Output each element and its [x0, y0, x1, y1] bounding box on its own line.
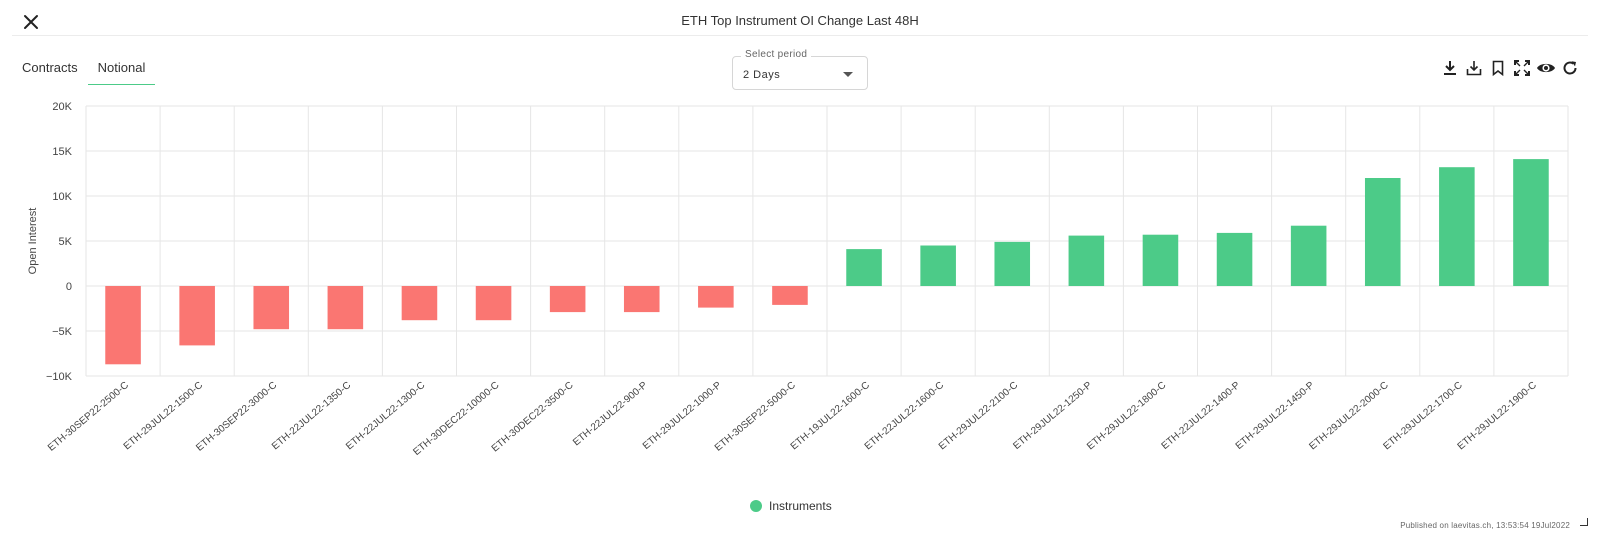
- chart-toolbar: [1440, 58, 1580, 78]
- x-tick-label: ETH-29JUL22-2100-C: [937, 380, 1020, 452]
- page-title: ETH Top Instrument OI Change Last 48H: [681, 13, 919, 28]
- close-icon: [24, 15, 38, 29]
- x-tick-label: ETH-29JUL22-1250-P: [1011, 380, 1094, 452]
- published-note: Published on laevitas.ch, 13:53:54 19Jul…: [1400, 521, 1570, 530]
- bar: [253, 286, 290, 330]
- refresh-button[interactable]: [1560, 58, 1580, 78]
- download-icon: [1444, 61, 1456, 75]
- tab-notional[interactable]: Notional: [87, 52, 156, 85]
- eye-icon: [1537, 63, 1555, 73]
- bookmark-button[interactable]: [1488, 58, 1508, 78]
- fullscreen-icon: [1514, 60, 1530, 76]
- header-divider: [12, 35, 1588, 36]
- bar: [772, 286, 808, 305]
- legend-label: Instruments: [769, 499, 832, 513]
- y-tick-label: −5K: [52, 326, 73, 338]
- x-tick-label: ETH-22JUL22-900-P: [571, 380, 650, 449]
- bar: [994, 241, 1031, 286]
- x-tick-label: ETH-29JUL22-1800-C: [1085, 380, 1168, 452]
- x-tick-label: ETH-30SEP22-2500-C: [46, 380, 131, 454]
- x-tick-label: ETH-30DEC22-3500-C: [490, 380, 576, 455]
- x-tick-label: ETH-22JUL22-1300-C: [344, 380, 427, 452]
- bar: [1290, 225, 1327, 286]
- bar: [401, 286, 438, 321]
- x-tick-label: ETH-29JUL22-1450-P: [1234, 380, 1317, 452]
- bar: [698, 286, 734, 308]
- bar: [1142, 234, 1179, 286]
- y-axis-label: Open Interest: [27, 208, 39, 275]
- y-tick-label: 15K: [52, 146, 72, 158]
- fullscreen-button[interactable]: [1512, 58, 1532, 78]
- x-tick-label: ETH-29JUL22-2000-C: [1307, 380, 1390, 452]
- y-tick-label: 20K: [52, 101, 72, 113]
- x-tick-label: ETH-29JUL22-1500-C: [122, 380, 205, 452]
- oi-change-bar-chart: 20K15K10K5K0−5K−10KETH-30SEP22-2500-CETH…: [27, 101, 1569, 458]
- x-tick-label: ETH-30SEP22-5000-C: [713, 380, 798, 454]
- bar: [1364, 178, 1401, 286]
- bar: [179, 286, 215, 346]
- bar: [1068, 235, 1105, 286]
- download-button[interactable]: [1440, 58, 1460, 78]
- resize-handle[interactable]: [1580, 518, 1588, 526]
- bar: [1439, 167, 1475, 286]
- period-select[interactable]: Select period 2 Days: [732, 49, 868, 90]
- bar: [475, 286, 512, 321]
- legend-marker: [750, 500, 762, 512]
- x-tick-label: ETH-22JUL22-1400-P: [1160, 380, 1243, 452]
- chart-legend[interactable]: Instruments: [750, 499, 832, 513]
- y-tick-label: 10K: [52, 191, 72, 203]
- period-select-label: Select period: [741, 49, 812, 60]
- x-tick-label: ETH-29JUL22-1000-P: [641, 380, 724, 452]
- close-button[interactable]: [20, 11, 42, 33]
- bar: [846, 249, 882, 286]
- y-tick-label: −10K: [46, 371, 73, 383]
- bar: [1513, 159, 1549, 286]
- bar: [327, 286, 364, 330]
- chevron-down-icon: [843, 72, 853, 77]
- x-tick-label: ETH-22JUL22-1600-C: [863, 380, 946, 452]
- x-tick-label: ETH-30SEP22-3000-C: [194, 380, 279, 454]
- bookmark-icon: [1492, 60, 1504, 77]
- tab-bar: Contracts Notional: [12, 52, 156, 85]
- tab-contracts[interactable]: Contracts: [22, 60, 78, 75]
- refresh-icon: [1563, 61, 1577, 75]
- bar: [105, 286, 141, 365]
- y-tick-label: 5K: [59, 236, 73, 248]
- bar: [1216, 232, 1253, 286]
- x-tick-label: ETH-22JUL22-1350-C: [270, 380, 353, 452]
- x-tick-label: ETH-29JUL22-1700-C: [1381, 380, 1464, 452]
- bar: [920, 245, 956, 286]
- x-tick-label: ETH-30DEC22-10000-C: [411, 380, 501, 458]
- save-button[interactable]: [1464, 58, 1484, 78]
- period-select-value: 2 Days: [743, 69, 781, 81]
- bar: [623, 286, 660, 313]
- visibility-button[interactable]: [1536, 58, 1556, 78]
- y-tick-label: 0: [66, 281, 72, 293]
- save-icon: [1466, 61, 1482, 76]
- x-tick-label: ETH-19JUL22-1600-C: [789, 380, 872, 452]
- x-tick-label: ETH-29JUL22-1900-C: [1456, 380, 1539, 452]
- bar: [549, 286, 586, 313]
